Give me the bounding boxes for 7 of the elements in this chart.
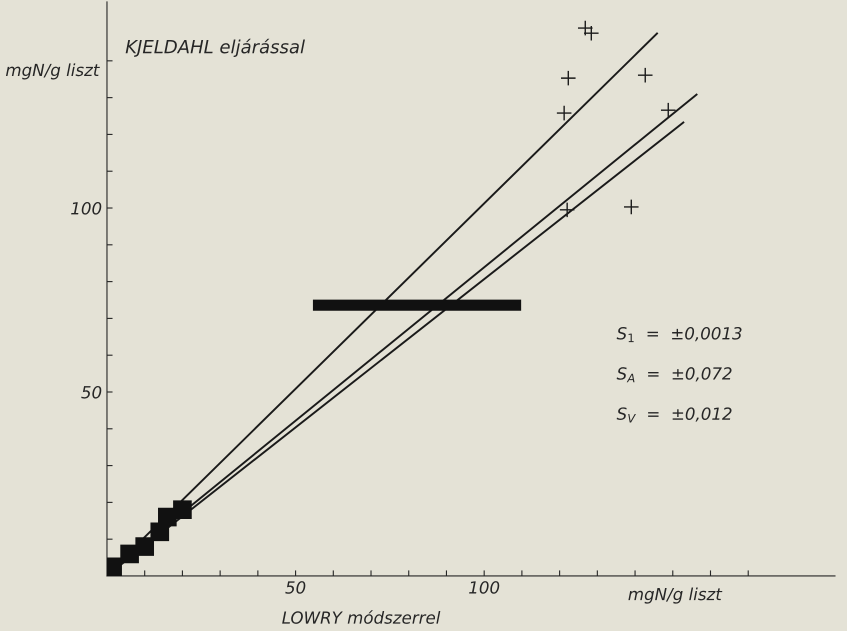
text: LOWRY módszerrel xyxy=(282,610,440,624)
annotation: S$_{1}$ = ±0,0013 xyxy=(616,326,742,342)
annotation: S$_{A}$ = ±0,072 xyxy=(616,367,732,382)
annotation: S$_{V}$ = ±0,012 xyxy=(616,407,732,422)
annotation: KJELDAHL eljárással xyxy=(126,38,305,57)
y-axis-title: mgN/g liszt xyxy=(6,63,100,80)
x-axis-title: mgN/g liszt xyxy=(628,587,722,604)
